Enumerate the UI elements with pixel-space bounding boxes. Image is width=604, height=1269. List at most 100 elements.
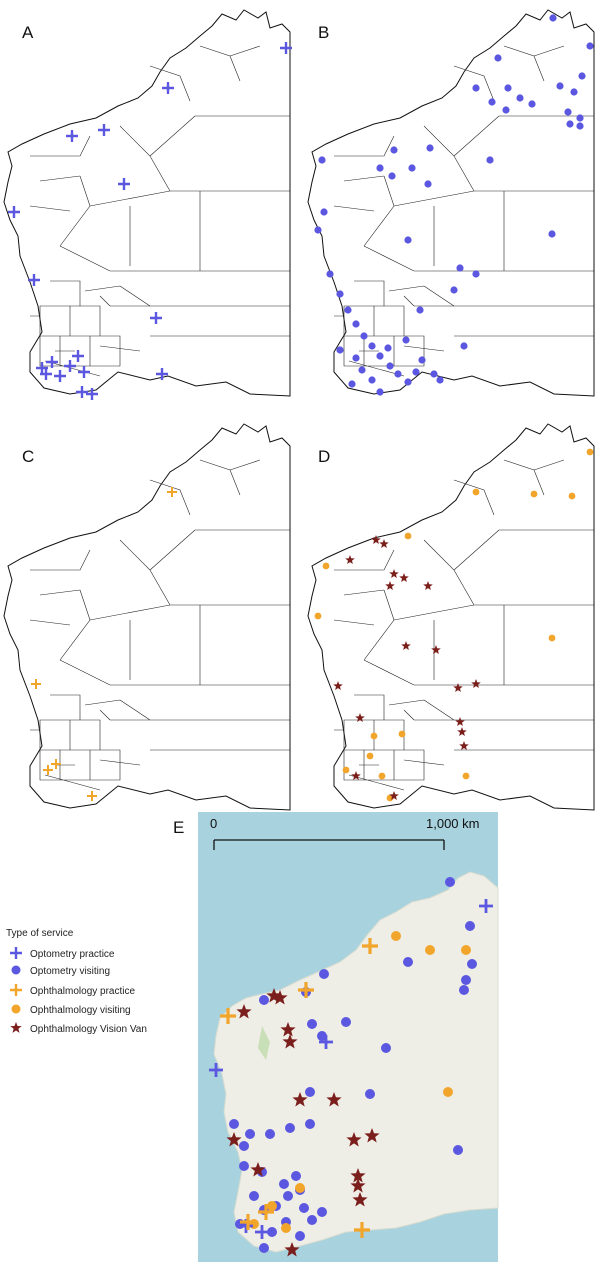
optometry-visiting-marker [388,172,396,180]
ophthalmology-practice-marker [354,1222,370,1238]
optometry-visiting-marker [465,921,475,931]
optometry-visiting-marker [283,1191,293,1201]
ophthalmology-visiting-marker [443,1087,453,1097]
optometry-visiting-marker [412,368,420,376]
panel-label-d: D [318,447,330,466]
optometry-practice-marker [209,1063,223,1077]
ophthalmology-visiting-marker [472,488,480,496]
optometry-visiting-marker [386,362,394,370]
optometry-visiting-marker [259,995,269,1005]
optometry-visiting-marker [376,388,384,396]
ophthalmology-visiting-marker [568,492,576,500]
optometry-practice-marker [40,368,52,380]
scale-end-label: 1,000 km [426,816,479,831]
optometry-visiting-marker [494,54,502,62]
optometry-visiting-marker [472,84,480,92]
optometry-visiting-marker [295,1231,305,1241]
optometry-visiting-marker [285,1123,295,1133]
optometry-visiting-marker [416,306,424,314]
optometry-visiting-marker [576,122,584,130]
optometry-practice-marker [118,178,130,190]
optometry-visiting-marker [461,975,471,985]
vision-van-marker [282,1034,298,1049]
legend-label: Ophthalmology Vision Van [30,1024,147,1035]
optometry-visiting-marker [436,376,444,384]
optometry-visiting-marker [453,1145,463,1155]
optometry-practice-marker [162,82,174,94]
optometry-visiting-marker [368,376,376,384]
map-panel-c: C [3,423,291,811]
ophthalmology-practice-marker [51,759,61,769]
optometry-visiting-marker [566,120,574,128]
optometry-visiting-marker [576,114,584,122]
ophthalmology-practice-marker [220,1008,236,1024]
optometry-visiting-marker [445,877,455,887]
optometry-practice-marker [76,386,88,398]
vision-van-marker [226,1132,242,1147]
ophthalmology-practice-marker [258,1204,274,1220]
ophthalmology-visiting-marker [370,732,378,740]
vision-van-marker [351,771,361,780]
optometry-practice-marker [255,1225,269,1239]
optometry-practice-marker [86,388,98,400]
optometry-visiting-marker [488,98,496,106]
optometry-visiting-marker [394,370,402,378]
optometry-visiting-marker [390,146,398,154]
optometry-visiting-marker [459,985,469,995]
optometry-visiting-marker [320,208,328,216]
ophthalmology-visiting-marker [366,752,374,760]
ophthalmology-visiting-marker [548,634,556,642]
legend-symbol [10,1022,22,1033]
optometry-visiting-marker [456,264,464,272]
optometry-practice-marker [319,1035,333,1049]
panel-label-a: A [22,23,34,42]
optometry-practice-marker [46,356,58,368]
map-markers-e [209,877,493,1257]
map-markers-c [31,487,177,801]
map-panel-b: B [307,9,595,397]
vision-van-marker [401,641,411,650]
optometry-visiting-marker [402,336,410,344]
optometry-visiting-marker [239,1141,249,1151]
vision-van-marker [385,581,395,590]
optometry-visiting-marker [314,226,322,234]
vision-van-marker [345,555,355,564]
vision-van-marker [453,683,463,692]
optometry-visiting-marker [450,286,458,294]
optometry-visiting-marker [279,1179,289,1189]
optometry-visiting-marker [317,1031,327,1041]
optometry-visiting-marker [548,230,556,238]
ophthalmology-visiting-marker [530,490,538,498]
ophthalmology-visiting-marker [391,931,401,941]
vision-van-marker [250,1162,266,1177]
vision-van-marker [350,1168,366,1183]
ophthalmology-visiting-marker [586,448,594,456]
optometry-visiting-marker [424,180,432,188]
ophthalmology-visiting-icon [11,1004,21,1014]
optometry-visiting-marker [352,320,360,328]
optometry-visiting-marker [381,1043,391,1053]
vision-van-star-icon [10,1022,22,1033]
optometry-visiting-marker [418,356,426,364]
optometry-visiting-marker [426,144,434,152]
vision-van-marker [389,569,399,578]
optometry-visiting-icon [11,965,21,975]
optometry-visiting-marker [365,1089,375,1099]
vision-van-marker [352,1192,368,1207]
vision-van-marker [471,679,481,688]
ophthalmology-practice-icon [10,984,22,996]
map-panel-e: E 0 1,000 km [173,812,499,1262]
optometry-visiting-marker [352,354,360,362]
legend-label: Optometry visiting [30,966,110,977]
optometry-visiting-marker [249,1191,259,1201]
vision-van-marker [280,1022,296,1037]
ophthalmology-practice-marker [298,982,314,998]
vision-van-marker [350,1178,366,1193]
optometry-practice-marker [54,370,66,382]
map-markers-a [8,42,292,400]
optometry-visiting-marker [556,82,564,90]
panel-label-e: E [173,818,184,837]
optometry-practice-marker [72,350,84,362]
optometry-visiting-marker [404,378,412,386]
